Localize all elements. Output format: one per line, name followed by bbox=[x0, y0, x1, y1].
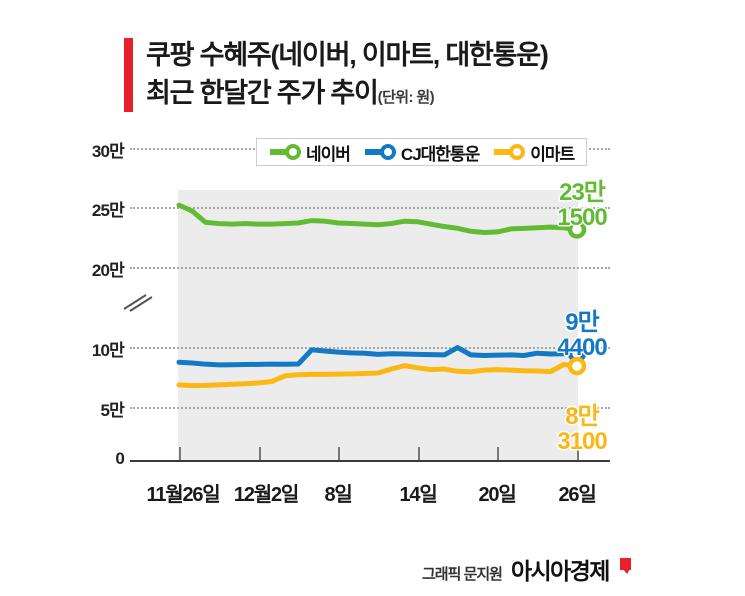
x-tick-4 bbox=[497, 447, 499, 460]
y-axis-label-50000: 5만 bbox=[100, 401, 125, 420]
footer-credit: 그래픽 문지원 bbox=[422, 566, 503, 583]
callout-cj-top: 9만 bbox=[565, 309, 599, 336]
x-tick-0 bbox=[179, 447, 181, 460]
x-axis-label-4: 20일 bbox=[478, 484, 516, 506]
x-tick-3 bbox=[418, 447, 420, 460]
y-axis-label-300000: 30만 bbox=[91, 142, 125, 161]
axis-break-icon bbox=[122, 292, 156, 314]
x-axis-label-1: 12월2일 bbox=[233, 484, 299, 506]
gridline-50000 bbox=[130, 407, 610, 409]
title-lines: 쿠팡 수혜주(네이버, 이마트, 대한통운) 최근 한달간 주가 추이(단위: … bbox=[146, 36, 549, 117]
callout-naver-bottom: 1500 bbox=[557, 204, 607, 231]
x-axis-label-5: 26일 bbox=[558, 484, 596, 506]
y-axis-label-0: 0 bbox=[115, 449, 124, 468]
title-accent-bar bbox=[124, 38, 133, 112]
callout-naver-top: 23만 bbox=[559, 179, 606, 206]
x-tick-1 bbox=[259, 447, 261, 460]
legend-item-naver[interactable]: 네이버 bbox=[269, 140, 351, 165]
footer: 그래픽 문지원 아시아경제 bbox=[422, 552, 631, 586]
x-axis-line bbox=[130, 460, 610, 462]
legend-item-emart[interactable]: 이마트 bbox=[493, 140, 575, 165]
callout-emart-bottom: 3100 bbox=[557, 428, 607, 455]
x-tick-5 bbox=[577, 447, 579, 460]
x-axis-label-2: 8일 bbox=[324, 484, 352, 506]
callout-cj: 9만 4400 bbox=[527, 310, 637, 360]
legend-item-cj[interactable]: CJ대한통운 bbox=[364, 140, 480, 165]
page-title-line2-row: 최근 한달간 주가 추이(단위: 원) bbox=[146, 74, 548, 117]
brand-mark-icon bbox=[619, 558, 631, 574]
title-unit-note: (단위: 원) bbox=[377, 89, 435, 106]
page-title-line1: 쿠팡 수혜주(네이버, 이마트, 대한통운) bbox=[146, 40, 549, 70]
callout-emart-top: 8만 bbox=[565, 403, 599, 430]
x-axis-label-0: 11월26일 bbox=[146, 484, 221, 506]
callout-naver: 23만 1500 bbox=[527, 180, 637, 230]
legend-label-emart: 이마트 bbox=[530, 144, 575, 164]
legend: 네이버 CJ대한통운 이마트 bbox=[256, 138, 588, 166]
legend-label-naver: 네이버 bbox=[306, 144, 351, 164]
legend-marker-naver-icon bbox=[269, 144, 303, 160]
callout-emart: 8만 3100 bbox=[527, 404, 637, 454]
y-axis-label-250000: 25만 bbox=[91, 201, 125, 220]
legend-marker-emart-icon bbox=[493, 144, 527, 160]
x-tick-2 bbox=[338, 447, 340, 460]
legend-label-cj: CJ대한통운 bbox=[400, 144, 480, 164]
y-axis-label-100000: 10만 bbox=[91, 341, 125, 360]
page-title-line2: 최근 한달간 주가 추이 bbox=[146, 78, 379, 108]
plot-background-band bbox=[178, 190, 578, 460]
x-axis-label-3: 14일 bbox=[399, 484, 437, 506]
legend-marker-cj-icon bbox=[364, 144, 398, 160]
callout-cj-bottom: 4400 bbox=[557, 334, 607, 361]
y-axis-label-200000: 20만 bbox=[91, 261, 125, 280]
gridline-200000 bbox=[130, 267, 610, 269]
footer-brand: 아시아경제 bbox=[510, 558, 610, 584]
title-block: 쿠팡 수혜주(네이버, 이마트, 대한통운) 최근 한달간 주가 추이(단위: … bbox=[124, 36, 644, 116]
